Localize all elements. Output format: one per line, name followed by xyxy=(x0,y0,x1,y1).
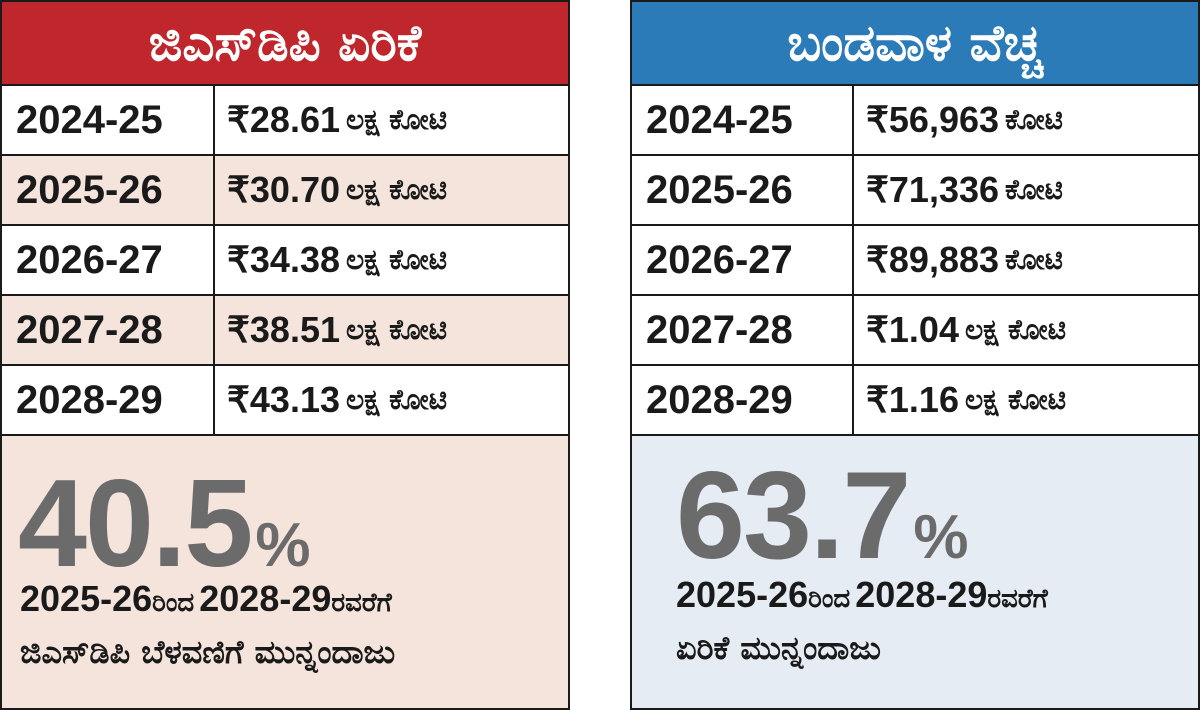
note-to-year: 2028-29 xyxy=(855,574,988,615)
capex-amount: ₹71,336 xyxy=(866,169,1000,210)
gsdp-value: ₹38.51 ಲಕ್ಷ ಕೋಟಿ xyxy=(215,296,568,364)
gsdp-note-line2: ಜಿಎಸ್‌ಡಿಪಿ ಬೆಳವಣಿಗೆ ಮುನ್ನಂದಾಜು xyxy=(20,633,396,671)
gsdp-amount: ₹38.51 xyxy=(227,309,340,350)
capex-summary: 63.7% 2025-26ರಿಂದ 2028-29ರವರೆಗೆ ಏರಿಕೆ ಮು… xyxy=(632,436,1198,708)
gsdp-value: ₹43.13 ಲಕ್ಷ ಕೋಟಿ xyxy=(215,366,568,434)
note-from-suffix: ರಿಂದ xyxy=(152,588,195,618)
capex-amount: ₹1.16 xyxy=(866,379,959,420)
capex-year: 2026-27 xyxy=(632,226,854,294)
capex-row: 2024-25 ₹56,963 ಕೋಟಿ xyxy=(632,86,1198,156)
gsdp-year: 2028-29 xyxy=(2,366,215,434)
gsdp-amount: ₹30.70 xyxy=(227,169,340,210)
capex-unit: ಲಕ್ಷ ಕೋಟಿ xyxy=(964,383,1066,416)
gsdp-table: 2024-25 ₹28.61 ಲಕ್ಷ ಕೋಟಿ 2025-26 ₹30.70 … xyxy=(2,86,568,436)
capex-note-line1: 2025-26ರಿಂದ 2028-29ರವರೆಗೆ xyxy=(676,572,1048,628)
capex-unit: ಲಕ್ಷ ಕೋಟಿ xyxy=(964,313,1066,346)
gsdp-year: 2026-27 xyxy=(2,226,215,294)
note-to-year: 2028-29 xyxy=(199,578,332,619)
capex-growth-percent: 63.7% xyxy=(676,454,968,578)
capex-value: ₹56,963 ಕೋಟಿ xyxy=(854,86,1198,154)
gsdp-growth-percent: 40.5% xyxy=(18,462,310,586)
capex-row: 2027-28 ₹1.04 ಲಕ್ಷ ಕೋಟಿ xyxy=(632,296,1198,366)
capex-amount: ₹89,883 xyxy=(866,239,1000,280)
gsdp-year: 2027-28 xyxy=(2,296,215,364)
gsdp-row: 2024-25 ₹28.61 ಲಕ್ಷ ಕೋಟಿ xyxy=(2,86,568,156)
capex-growth-value: 63.7 xyxy=(676,447,911,585)
note-from-year: 2025-26 xyxy=(20,578,153,619)
gsdp-amount: ₹28.61 xyxy=(227,99,340,140)
capex-value: ₹71,336 ಕೋಟಿ xyxy=(854,156,1198,224)
capex-unit: ಕೋಟಿ xyxy=(1005,243,1063,276)
percent-sign: % xyxy=(255,511,311,580)
capex-row: 2026-27 ₹89,883 ಕೋಟಿ xyxy=(632,226,1198,296)
gsdp-growth-value: 40.5 xyxy=(18,455,253,593)
capex-amount: ₹1.04 xyxy=(866,309,959,350)
gsdp-unit: ಲಕ್ಷ ಕೋಟಿ xyxy=(346,243,448,276)
gsdp-unit: ಲಕ್ಷ ಕೋಟಿ xyxy=(346,103,448,136)
gsdp-panel-title: ಜಿಎಸ್‌ಡಿಪಿ ಏರಿಕೆ xyxy=(2,2,568,86)
capex-panel: ಬಂಡವಾಳ ವೆಚ್ಚ 2024-25 ₹56,963 ಕೋಟಿ 2025-2… xyxy=(630,0,1200,710)
gsdp-amount: ₹43.13 xyxy=(227,379,340,420)
gsdp-value: ₹34.38 ಲಕ್ಷ ಕೋಟಿ xyxy=(215,226,568,294)
capex-row: 2028-29 ₹1.16 ಲಕ್ಷ ಕೋಟಿ xyxy=(632,366,1198,436)
gsdp-row: 2027-28 ₹38.51 ಲಕ್ಷ ಕೋಟಿ xyxy=(2,296,568,366)
gsdp-row: 2025-26 ₹30.70 ಲಕ್ಷ ಕೋಟಿ xyxy=(2,156,568,226)
note-to-suffix: ರವರೆಗೆ xyxy=(331,588,392,618)
gsdp-row: 2028-29 ₹43.13 ಲಕ್ಷ ಕೋಟಿ xyxy=(2,366,568,436)
capex-value: ₹89,883 ಕೋಟಿ xyxy=(854,226,1198,294)
gsdp-row: 2026-27 ₹34.38 ಲಕ್ಷ ಕೋಟಿ xyxy=(2,226,568,296)
gsdp-summary: 40.5% 2025-26ರಿಂದ 2028-29ರವರೆಗೆ ಜಿಎಸ್‌ಡಿ… xyxy=(2,436,568,708)
capex-amount: ₹56,963 xyxy=(866,99,1000,140)
capex-unit: ಕೋಟಿ xyxy=(1005,173,1063,206)
note-to-suffix: ರವರೆಗೆ xyxy=(987,584,1048,614)
capex-note-line2: ಏರಿಕೆ ಮುನ್ನಂದಾಜು xyxy=(676,629,881,667)
capex-panel-title: ಬಂಡವಾಳ ವೆಚ್ಚ xyxy=(632,2,1198,86)
gsdp-value: ₹30.70 ಲಕ್ಷ ಕೋಟಿ xyxy=(215,156,568,224)
capex-table: 2024-25 ₹56,963 ಕೋಟಿ 2025-26 ₹71,336 ಕೋಟ… xyxy=(632,86,1198,436)
capex-year: 2025-26 xyxy=(632,156,854,224)
note-from-year: 2025-26 xyxy=(676,574,809,615)
capex-year: 2027-28 xyxy=(632,296,854,364)
gsdp-year: 2025-26 xyxy=(2,156,215,224)
gsdp-unit: ಲಕ್ಷ ಕೋಟಿ xyxy=(346,313,448,346)
gsdp-panel: ಜಿಎಸ್‌ಡಿಪಿ ಏರಿಕೆ 2024-25 ₹28.61 ಲಕ್ಷ ಕೋಟ… xyxy=(0,0,570,710)
gsdp-value: ₹28.61 ಲಕ್ಷ ಕೋಟಿ xyxy=(215,86,568,154)
capex-value: ₹1.16 ಲಕ್ಷ ಕೋಟಿ xyxy=(854,366,1198,434)
percent-sign: % xyxy=(913,503,969,572)
note-from-suffix: ರಿಂದ xyxy=(808,584,851,614)
gsdp-unit: ಲಕ್ಷ ಕೋಟಿ xyxy=(346,173,448,206)
capex-year: 2024-25 xyxy=(632,86,854,154)
gsdp-unit: ಲಕ್ಷ ಕೋಟಿ xyxy=(346,383,448,416)
capex-year: 2028-29 xyxy=(632,366,854,434)
gsdp-year: 2024-25 xyxy=(2,86,215,154)
gsdp-note-line1: 2025-26ರಿಂದ 2028-29ರವರೆಗೆ xyxy=(20,576,395,632)
capex-unit: ಕೋಟಿ xyxy=(1005,103,1063,136)
gsdp-note: 2025-26ರಿಂದ 2028-29ರವರೆಗೆ ಜಿಎಸ್‌ಡಿಪಿ ಬೆಳ… xyxy=(20,576,395,688)
capex-row: 2025-26 ₹71,336 ಕೋಟಿ xyxy=(632,156,1198,226)
gsdp-amount: ₹34.38 xyxy=(227,239,340,280)
capex-value: ₹1.04 ಲಕ್ಷ ಕೋಟಿ xyxy=(854,296,1198,364)
capex-note: 2025-26ರಿಂದ 2028-29ರವರೆಗೆ ಏರಿಕೆ ಮುನ್ನಂದಾ… xyxy=(676,572,1048,684)
